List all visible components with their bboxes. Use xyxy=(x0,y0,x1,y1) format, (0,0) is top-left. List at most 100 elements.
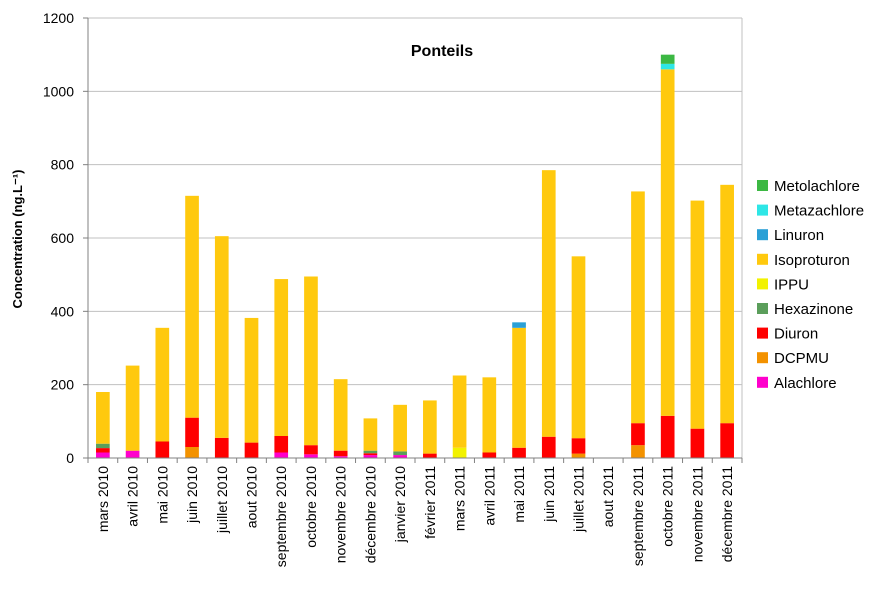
x-tick-label: décembre 2010 xyxy=(362,466,378,564)
x-tick-label: juillet 2011 xyxy=(571,466,587,533)
bar-diuron-9 xyxy=(363,453,378,456)
bar-isoproturon-2 xyxy=(155,327,170,442)
x-tick-label: octobre 2011 xyxy=(660,466,676,547)
bar-diuron-20 xyxy=(690,428,705,458)
legend-swatch-diuron xyxy=(757,327,768,339)
y-tick-label: 400 xyxy=(51,303,75,319)
bar-alachlore-8 xyxy=(333,456,348,458)
legend-label-hexazinone: Hexazinone xyxy=(774,301,853,318)
y-tick-labels: 0 200 400 600 800 1000 1200 xyxy=(43,10,74,466)
y-tick-label: 0 xyxy=(66,450,74,466)
legend-label-diuron: Diuron xyxy=(774,326,818,343)
bar-diuron-11 xyxy=(423,453,437,458)
legend-label-metolachlore: Metolachlore xyxy=(774,178,860,195)
bar-isoproturon-20 xyxy=(690,200,705,429)
bar-isoproturon-9 xyxy=(363,418,378,451)
bar-isoproturon-7 xyxy=(304,276,318,446)
bar-isoproturon-4 xyxy=(214,236,229,438)
y-tick-label: 1200 xyxy=(43,10,74,26)
x-tick-label: mai 2010 xyxy=(154,466,170,524)
bar-hexazinone-9 xyxy=(363,450,378,454)
legend-label-dcpmu: DCPMU xyxy=(774,350,829,367)
bar-isoproturon-12 xyxy=(452,375,467,448)
bar-dcpmu-18 xyxy=(631,445,645,458)
legend-label-ippu: IPPU xyxy=(774,276,809,293)
bar-alachlore-7 xyxy=(304,454,318,458)
legend-label-linuron: Linuron xyxy=(774,227,824,244)
bar-metolachlore-19 xyxy=(660,54,675,64)
x-tick-label: octobre 2010 xyxy=(303,466,319,548)
bar-isoproturon-0 xyxy=(96,392,110,444)
legend-swatch-isoproturon xyxy=(757,253,768,265)
x-tick-label: novembre 2011 xyxy=(689,466,705,562)
legend-swatch-dcpmu xyxy=(757,352,768,364)
bar-isoproturon-10 xyxy=(393,404,407,452)
chart-title: Ponteils xyxy=(411,43,473,60)
legend-swatch-metazachlore xyxy=(757,204,768,216)
bar-isoproturon-15 xyxy=(541,170,556,437)
x-tick-label: septembre 2011 xyxy=(630,466,646,566)
x-tick-label: juillet 2010 xyxy=(214,466,230,534)
bar-isoproturon-18 xyxy=(631,191,645,424)
legend-label-alachlore: Alachlore xyxy=(774,375,837,392)
bar-diuron-0 xyxy=(96,448,110,453)
bar-diuron-18 xyxy=(631,423,645,446)
bar-diuron-14 xyxy=(512,447,526,458)
x-tick-label: mars 2011 xyxy=(452,466,468,531)
legend-label-metazachlore: Metazachlore xyxy=(774,203,864,220)
x-tick-label: juin 2010 xyxy=(184,466,200,524)
legend-swatch-alachlore xyxy=(757,376,768,388)
bar-isoproturon-1 xyxy=(125,365,140,451)
bar-dcpmu-16 xyxy=(571,453,586,458)
bar-diuron-5 xyxy=(244,442,259,458)
x-tick-label: avril 2010 xyxy=(125,466,141,527)
bar-alachlore-6 xyxy=(274,452,289,458)
bar-isoproturon-21 xyxy=(720,184,734,424)
bar-isoproturon-3 xyxy=(185,195,199,418)
y-tick-label: 200 xyxy=(51,377,75,393)
y-tick-label: 800 xyxy=(51,157,75,173)
bar-diuron-21 xyxy=(720,423,734,458)
legend-swatch-hexazinone xyxy=(757,303,768,314)
x-tick-label: décembre 2011 xyxy=(719,466,735,562)
x-tick-label: avril 2011 xyxy=(481,466,497,526)
bar-isoproturon-16 xyxy=(571,256,586,439)
bar-alachlore-9 xyxy=(363,455,378,458)
x-tick-label: janvier 2010 xyxy=(392,466,408,543)
bar-hexazinone-0 xyxy=(96,443,110,449)
x-tick-label: septembre 2010 xyxy=(273,466,289,567)
legend-swatch-ippu xyxy=(757,278,768,290)
bar-alachlore-10 xyxy=(393,455,407,458)
x-tick-label: mars 2010 xyxy=(95,466,111,532)
bar-alachlore-0 xyxy=(96,452,110,458)
x-tick-label: aout 2010 xyxy=(244,466,260,528)
x-tick-label: mai 2011 xyxy=(511,466,527,523)
bar-metazachlore-19 xyxy=(660,63,675,70)
legend-swatch-linuron xyxy=(757,229,768,241)
bars xyxy=(96,54,734,458)
bar-diuron-7 xyxy=(304,445,318,455)
x-tick-labels: mars 2010 avril 2010 mai 2010 juin 2010 juil… xyxy=(95,466,735,567)
bar-alachlore-1 xyxy=(125,450,140,458)
y-tick-label: 1000 xyxy=(43,83,74,99)
legend-swatch-metolachlore xyxy=(757,180,768,191)
y-axis-label: Concentration (ng.L⁻¹) xyxy=(10,169,25,308)
bar-diuron-3 xyxy=(185,417,199,447)
x-tick-label: juin 2011 xyxy=(541,466,557,523)
axes xyxy=(83,17,743,463)
bar-diuron-13 xyxy=(482,452,497,458)
bar-hexazinone-10 xyxy=(393,451,407,456)
bar-diuron-19 xyxy=(660,415,675,458)
x-tick-label: novembre 2010 xyxy=(333,466,349,564)
y-tick-label: 600 xyxy=(51,230,75,246)
bar-isoproturon-5 xyxy=(244,317,259,443)
bar-isoproturon-11 xyxy=(423,400,437,454)
legend-label-isoproturon: Isoproturon xyxy=(774,252,850,269)
bar-ippu-12 xyxy=(452,447,467,458)
bar-isoproturon-6 xyxy=(274,279,289,436)
legend: Metolachlore Metazachlore Linuron Isoprotur… xyxy=(757,178,864,392)
x-tick-label: février 2011 xyxy=(422,466,438,539)
bar-isoproturon-13 xyxy=(482,377,497,453)
bar-diuron-15 xyxy=(541,436,556,458)
